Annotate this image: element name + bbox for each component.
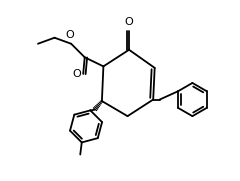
Text: O: O: [72, 69, 81, 79]
Text: O: O: [125, 17, 133, 27]
Text: O: O: [65, 30, 74, 40]
